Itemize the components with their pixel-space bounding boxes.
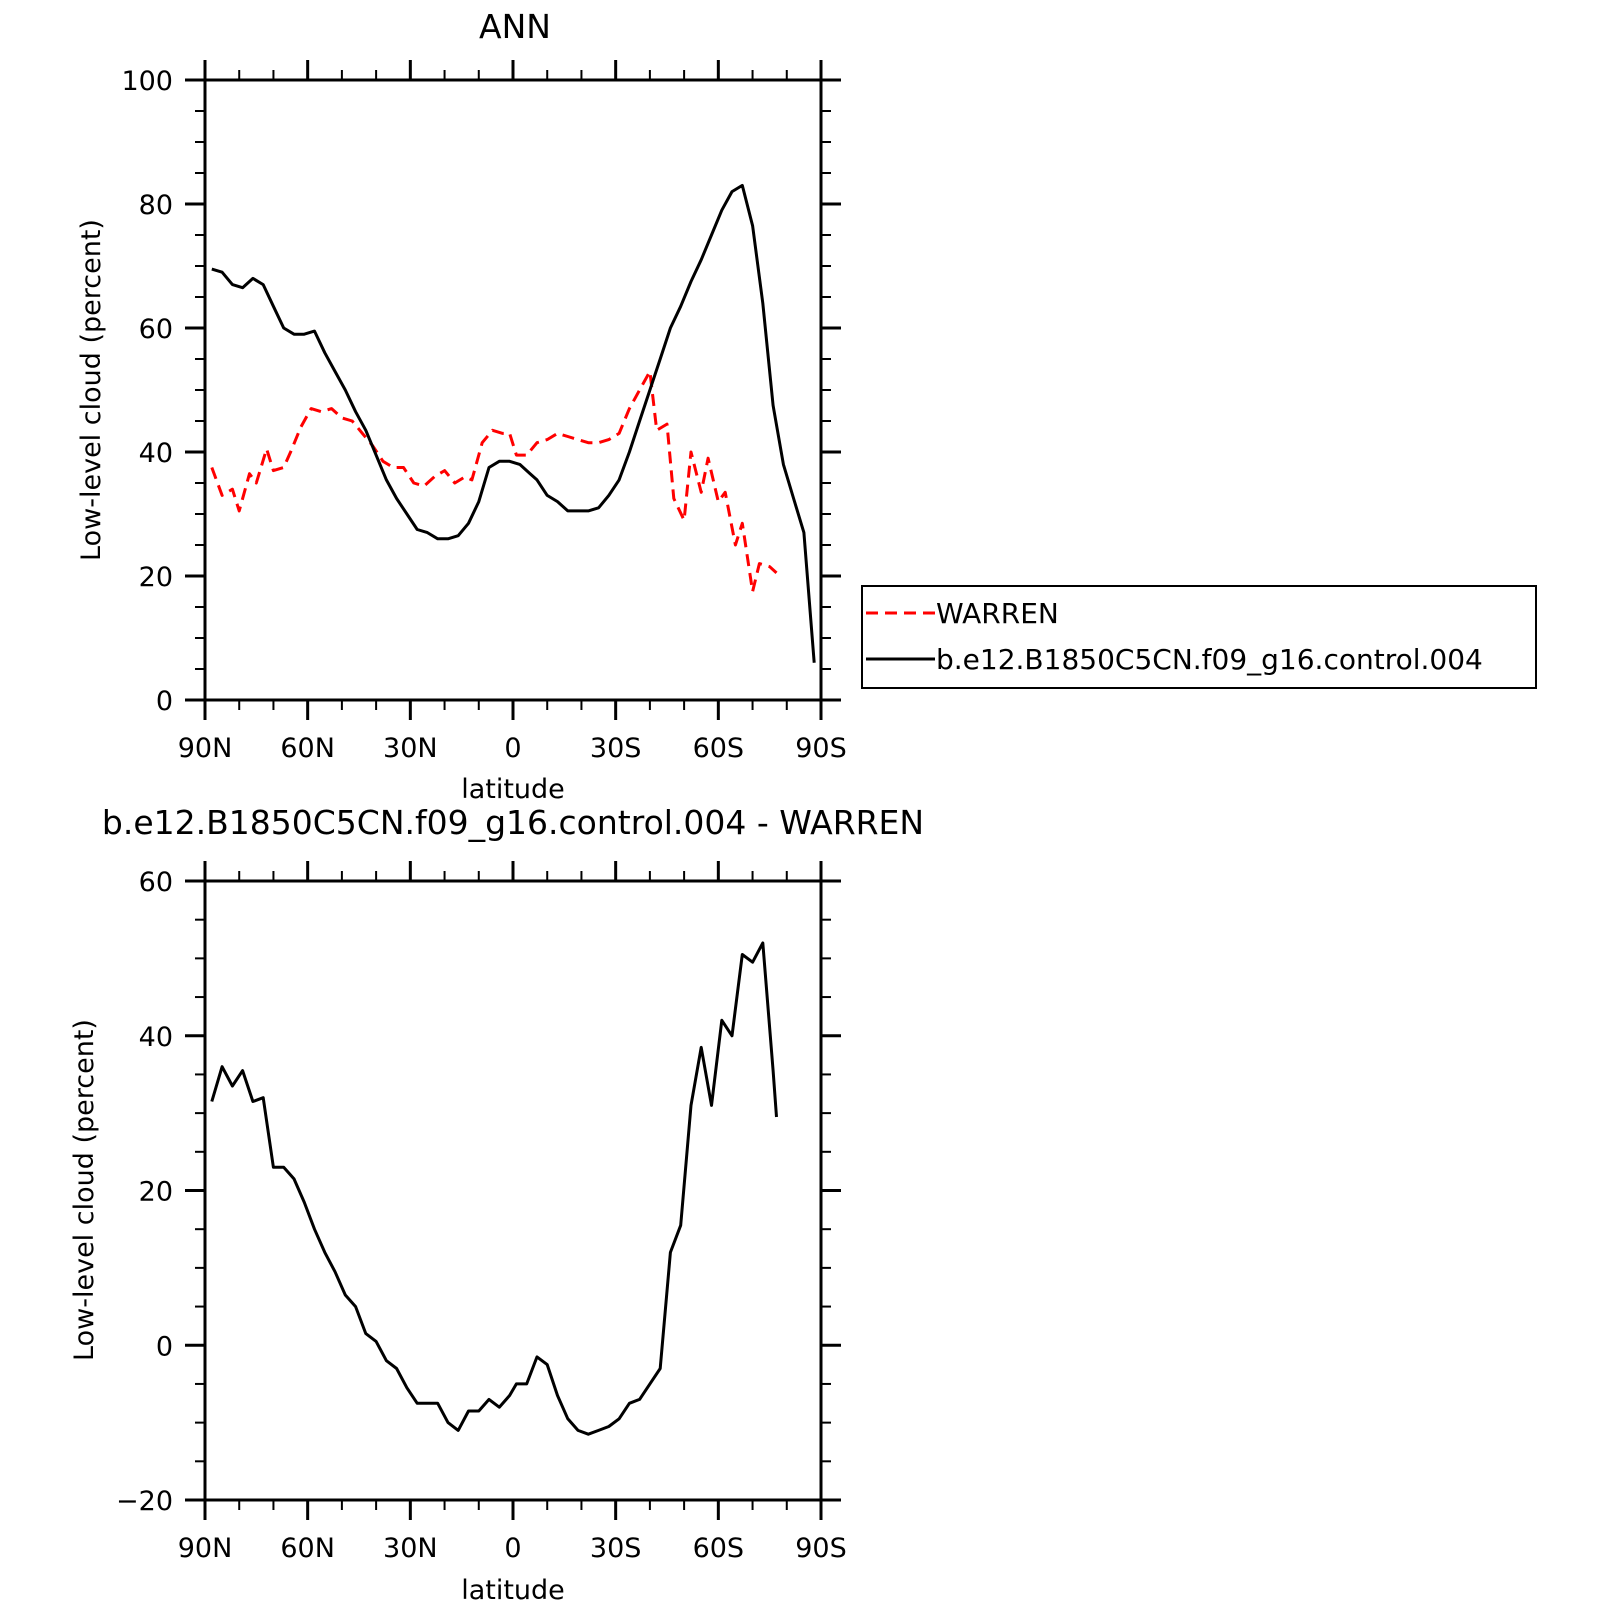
x-tick-label: 90S <box>795 733 847 764</box>
chart-title: b.e12.B1850C5CN.f09_g16.control.004 - WA… <box>102 803 924 842</box>
series-line-difference <box>210 941 778 1436</box>
x-tick-label: 90N <box>178 1533 233 1564</box>
legend-label-warren: WARREN <box>936 597 1059 630</box>
plot-frame <box>203 78 823 702</box>
x-tick-label: 60N <box>280 733 335 764</box>
y-tick-label: 60 <box>139 314 173 345</box>
x-tick-label: 60S <box>693 1533 745 1564</box>
y-tick-label: 60 <box>139 867 173 898</box>
chart-panel-difference: b.e12.B1850C5CN.f09_g16.control.004 - WA… <box>69 803 924 1603</box>
series-line-warren <box>210 369 778 593</box>
series-layer <box>210 183 816 663</box>
y-minor-ticks <box>195 880 831 1501</box>
y-tick-label: 80 <box>139 190 173 221</box>
series-line-control <box>211 183 816 663</box>
x-tick-labels: 90N 60N 30N 0 30S 60S 90S <box>178 733 847 764</box>
y-axis-label: Low-level cloud (percent) <box>76 219 107 561</box>
legend-label-control: b.e12.B1850C5CN.f09_g16.control.004 <box>936 643 1483 676</box>
x-axis-label: latitude <box>461 774 565 805</box>
y-minor-ticks <box>195 79 831 701</box>
x-minor-ticks <box>204 871 822 1510</box>
x-tick-labels: 90N 60N 30N 0 30S 60S 90S <box>178 1533 847 1564</box>
y-tick-labels: 0 20 40 60 80 100 <box>121 66 173 717</box>
y-tick-labels: −20 0 20 40 60 <box>116 867 173 1517</box>
y-axis-label: Low-level cloud (percent) <box>69 1019 100 1361</box>
x-tick-label: 30N <box>383 733 438 764</box>
y-tick-label: −20 <box>116 1486 173 1517</box>
chart-title: ANN <box>479 7 551 46</box>
series-layer <box>210 941 778 1436</box>
legend: WARREN b.e12.B1850C5CN.f09_g16.control.0… <box>861 585 1537 689</box>
y-tick-label: 40 <box>139 438 173 469</box>
x-tick-label: 30S <box>590 733 642 764</box>
x-tick-label: 0 <box>504 733 521 764</box>
x-axis-label: latitude <box>461 1575 565 1603</box>
x-tick-label: 30S <box>590 1533 642 1564</box>
y-major-ticks <box>185 78 841 702</box>
chart-panel-ann: ANN 0 20 40 60 80 100 90N 60N 30N 0 30S 60S 90S lat… <box>76 7 847 805</box>
x-minor-ticks <box>204 70 822 710</box>
x-tick-label: 30N <box>383 1533 438 1564</box>
y-tick-label: 0 <box>156 686 173 717</box>
y-major-ticks <box>185 879 841 1502</box>
x-tick-label: 90N <box>178 733 233 764</box>
y-tick-label: 100 <box>121 66 173 97</box>
x-major-ticks <box>203 60 823 720</box>
y-tick-label: 0 <box>156 1331 173 1362</box>
x-tick-label: 90S <box>795 1533 847 1564</box>
y-tick-label: 20 <box>139 562 173 593</box>
x-tick-label: 60N <box>280 1533 335 1564</box>
plot-frame <box>203 879 823 1502</box>
y-tick-label: 20 <box>139 1177 173 1208</box>
x-tick-label: 0 <box>504 1533 521 1564</box>
legend-box <box>861 585 1537 689</box>
x-tick-label: 60S <box>693 733 745 764</box>
x-major-ticks <box>203 861 823 1520</box>
y-tick-label: 40 <box>139 1022 173 1053</box>
